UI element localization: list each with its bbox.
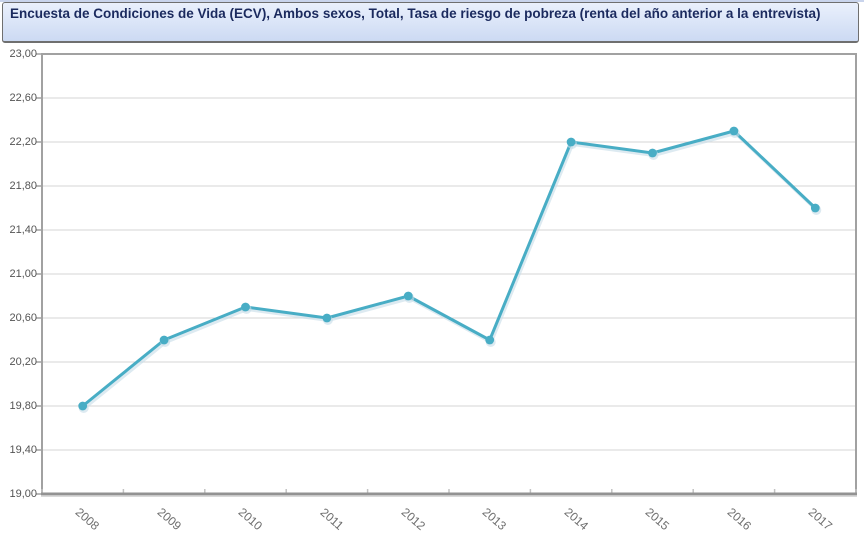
- data-point[interactable]: [485, 335, 495, 345]
- y-axis-label: 19,80: [9, 400, 37, 412]
- data-point[interactable]: [729, 126, 739, 136]
- y-axis-label: 19,00: [9, 488, 37, 500]
- data-point[interactable]: [78, 401, 88, 411]
- data-point[interactable]: [403, 291, 413, 301]
- data-point[interactable]: [159, 335, 169, 345]
- y-axis-label: 19,40: [9, 444, 37, 456]
- data-point[interactable]: [322, 313, 332, 323]
- data-point[interactable]: [241, 302, 250, 312]
- x-axis-label-slot: 2010: [211, 505, 291, 533]
- x-axis-label-slot: 2009: [129, 505, 209, 533]
- x-axis-label-slot: 2016: [699, 505, 779, 533]
- x-axis-label-slot: 2013: [455, 505, 535, 533]
- data-point[interactable]: [810, 203, 820, 213]
- top-edge-strip: [0, 0, 864, 2]
- y-axis-label: 22,20: [9, 136, 37, 148]
- data-point[interactable]: [566, 137, 576, 147]
- data-point[interactable]: [648, 148, 657, 158]
- x-axis-label-slot: 2015: [618, 505, 698, 533]
- y-axis-label: 22,60: [9, 92, 37, 104]
- y-axis-label: 21,80: [9, 180, 37, 192]
- y-axis-label: 20,60: [9, 312, 37, 324]
- chart-title-bar: Encuesta de Condiciones de Vida (ECV), A…: [2, 2, 859, 43]
- y-axis-label: 20,20: [9, 356, 37, 368]
- series-line: [81, 129, 817, 408]
- y-axis-label: 23,00: [9, 48, 37, 60]
- x-axis-label-slot: 2014: [536, 505, 616, 533]
- x-axis-label-slot: 2017: [780, 505, 860, 533]
- chart-title: Encuesta de Condiciones de Vida (ECV), A…: [10, 6, 821, 21]
- y-axis-label: 21,40: [9, 224, 37, 236]
- x-axis-label-slot: 2008: [48, 505, 128, 533]
- x-axis-label-slot: 2012: [373, 505, 453, 533]
- x-axis-label-slot: 2011: [292, 505, 372, 533]
- y-axis-label: 21,00: [9, 268, 37, 280]
